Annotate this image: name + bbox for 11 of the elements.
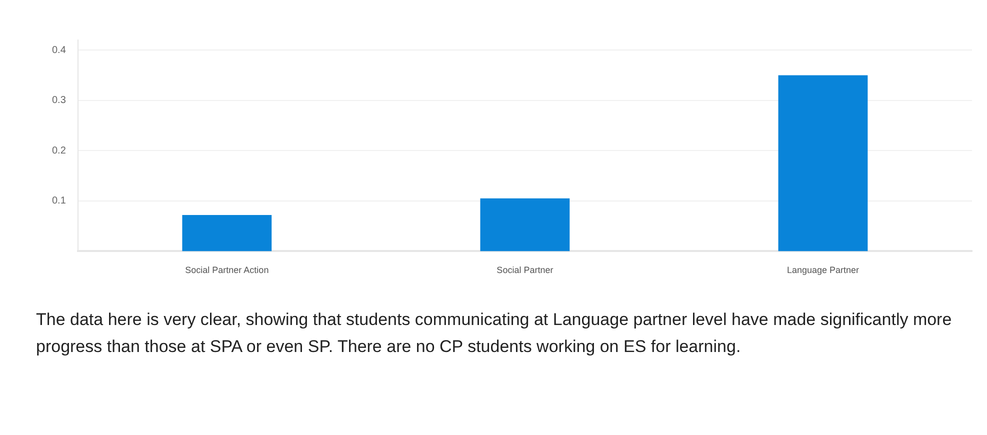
bar	[778, 75, 868, 252]
bar	[182, 214, 272, 252]
bar	[480, 198, 570, 252]
x-tick-label: Social Partner Action	[185, 265, 269, 276]
y-tick-label: 0.3	[52, 95, 66, 106]
y-tick-label: 0.2	[52, 145, 66, 156]
y-tick-label: 0.4	[52, 44, 66, 56]
y-tick-label: 0.1	[52, 196, 66, 207]
x-tick-label: Social Partner	[496, 265, 554, 276]
text: The data here is very clear, showing that students communicating at Language partner level have made significantly more progress than those at SPA or even SP. There are no CP students working on ES for learning.	[36, 309, 953, 358]
x-tick-label: Language Partner	[786, 265, 860, 276]
